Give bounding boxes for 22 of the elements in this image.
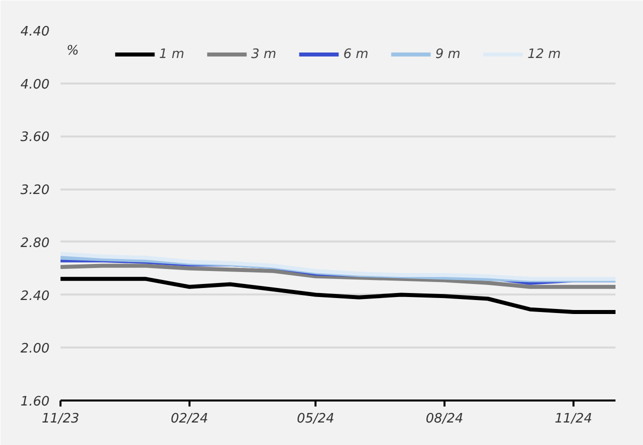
x-tick-label: 11/23 [42, 412, 80, 426]
legend-label: 1 m [159, 46, 184, 62]
legend-label: 12 m [527, 46, 561, 62]
y-tick-label: 2.40 [20, 288, 50, 304]
y-axis-title: % [66, 44, 79, 58]
y-tick-label: 2.00 [20, 342, 50, 357]
line-series [60, 264, 616, 289]
y-tick-label: 4.40 [20, 24, 50, 40]
line-series [60, 276, 616, 314]
x-tick-label: 11/24 [554, 412, 592, 426]
x-tick-label: 08/24 [426, 412, 464, 426]
x-tick-label: 05/24 [296, 412, 334, 426]
legend-label: 6 m [343, 46, 368, 62]
legend-label: 9 m [435, 46, 460, 62]
y-tick-label: 3.60 [20, 130, 50, 146]
legend-label: 3 m [251, 46, 276, 62]
line-series [60, 252, 616, 281]
x-tick-label: 02/24 [170, 412, 208, 426]
y-tick-label: 2.80 [20, 236, 50, 251]
y-tick-label: 1.60 [20, 394, 50, 410]
y-tick-label: 4.00 [20, 77, 50, 92]
y-tick-label: 3.20 [20, 183, 50, 198]
